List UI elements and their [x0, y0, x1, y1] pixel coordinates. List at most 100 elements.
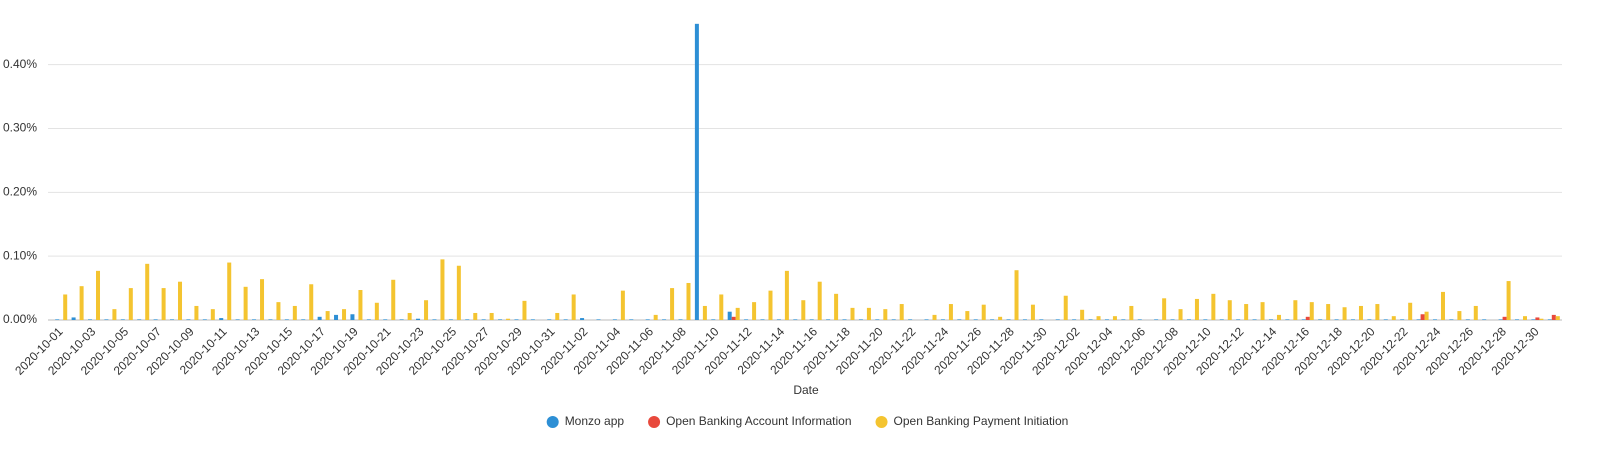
bar	[186, 319, 191, 320]
bar	[957, 319, 962, 320]
bar	[793, 319, 798, 320]
bar	[1358, 305, 1363, 320]
bar	[481, 319, 486, 320]
bar	[1006, 319, 1011, 320]
bar	[391, 279, 396, 320]
bar	[358, 290, 363, 320]
bar	[334, 314, 339, 320]
bar	[1502, 316, 1507, 320]
bar	[440, 259, 445, 320]
bar	[1121, 319, 1126, 320]
bar	[112, 309, 117, 320]
bar	[1014, 270, 1019, 320]
bar	[456, 265, 461, 320]
bar	[1432, 319, 1437, 320]
bar	[1112, 316, 1117, 320]
bar	[973, 319, 978, 320]
bar	[1211, 293, 1216, 320]
bar	[883, 309, 888, 320]
bar	[1350, 319, 1355, 320]
bar	[506, 318, 511, 320]
bar	[784, 270, 789, 320]
bar	[161, 288, 166, 320]
bar	[801, 300, 806, 320]
y-tick-label: 0.20%	[3, 185, 37, 199]
bar	[629, 319, 634, 320]
bar	[908, 319, 913, 320]
bar	[55, 319, 60, 320]
bar	[1039, 319, 1044, 320]
bar	[194, 305, 199, 320]
bar	[760, 319, 765, 320]
bar	[662, 319, 667, 320]
bar	[350, 314, 355, 320]
bar	[858, 319, 863, 320]
bar	[1531, 319, 1536, 320]
bar	[1170, 319, 1175, 320]
bar	[1162, 298, 1167, 320]
bar	[1498, 319, 1503, 320]
bar	[128, 288, 133, 320]
bar	[1268, 319, 1273, 320]
bar	[170, 319, 175, 320]
bar	[1318, 319, 1323, 320]
bar	[711, 319, 716, 320]
bar	[202, 319, 207, 320]
bar	[612, 319, 617, 320]
bar	[731, 316, 736, 320]
bar	[1326, 304, 1331, 320]
bar	[1072, 319, 1077, 320]
bar	[1154, 319, 1159, 320]
bar	[219, 318, 224, 320]
bar	[834, 293, 839, 320]
bar	[96, 270, 101, 320]
legend-label: Monzo app	[565, 414, 625, 428]
bar	[145, 263, 150, 320]
bar	[104, 319, 109, 320]
bar	[686, 282, 691, 320]
bar	[1178, 309, 1183, 320]
bar	[325, 311, 330, 320]
bar	[1194, 298, 1199, 320]
bar	[776, 319, 781, 320]
bar	[547, 319, 552, 320]
bar	[1547, 319, 1552, 320]
bar	[1465, 319, 1470, 320]
bar	[243, 286, 248, 320]
bar	[932, 314, 937, 320]
bar	[292, 305, 297, 320]
bar	[1244, 304, 1249, 320]
bar	[317, 316, 322, 320]
legend-label: Open Banking Account Information	[666, 414, 851, 428]
bar	[71, 317, 76, 320]
bar	[1334, 319, 1339, 320]
bar	[752, 302, 757, 320]
x-axis-title: Date	[793, 383, 819, 397]
bar	[137, 319, 142, 320]
bar	[530, 319, 535, 320]
bar	[678, 319, 683, 320]
y-tick-label: 0.10%	[3, 248, 37, 262]
bar	[850, 307, 855, 320]
bar	[940, 319, 945, 320]
bar	[1535, 317, 1540, 320]
bar	[522, 300, 527, 320]
bar	[1506, 281, 1511, 320]
bar	[555, 312, 560, 320]
bar	[826, 319, 831, 320]
bar	[1309, 302, 1314, 320]
bar	[514, 319, 519, 320]
bar	[1129, 305, 1134, 320]
bar	[235, 319, 240, 320]
bar	[178, 281, 183, 320]
bar	[1416, 319, 1421, 320]
bar	[1104, 319, 1109, 320]
bar	[981, 304, 986, 320]
bar	[1440, 291, 1445, 320]
bar	[1424, 311, 1429, 320]
bar	[301, 319, 306, 320]
bar	[563, 319, 568, 320]
bar	[670, 288, 675, 320]
bar	[342, 309, 347, 320]
